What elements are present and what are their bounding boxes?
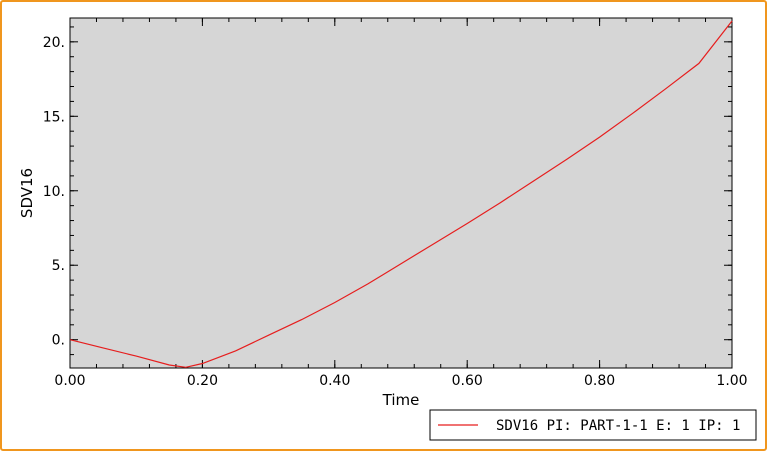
- tick-labels: 0.00 0.20 0.40 0.60 0.80 1.00 0. 5. 10. 15. 20.: [43, 35, 748, 389]
- x-axis-title: Time: [382, 391, 420, 409]
- x-tick-label: 0.40: [319, 373, 350, 389]
- x-tick-label: 0.20: [187, 373, 218, 389]
- plot-area: [69, 17, 733, 369]
- x-tick-label: 0.80: [584, 373, 615, 389]
- y-tick-label: 15.: [43, 109, 65, 125]
- y-tick-label: 10.: [43, 184, 65, 200]
- y-tick-label: 0.: [52, 333, 65, 349]
- y-tick-label: 5.: [52, 258, 65, 274]
- x-tick-label: 0.00: [54, 373, 85, 389]
- series-line: [69, 20, 733, 368]
- legend-label: SDV16 PI: PART-1-1 E: 1 IP: 1: [496, 418, 740, 434]
- x-tick-label: 1.00: [716, 373, 747, 389]
- legend-box: [429, 409, 757, 441]
- x-tick-label: 0.60: [452, 373, 483, 389]
- y-tick-label: 20.: [43, 35, 65, 51]
- y-axis-title: SDV16: [18, 168, 36, 218]
- legend: SDV16 PI: PART-1-1 E: 1 IP: 1: [429, 409, 757, 441]
